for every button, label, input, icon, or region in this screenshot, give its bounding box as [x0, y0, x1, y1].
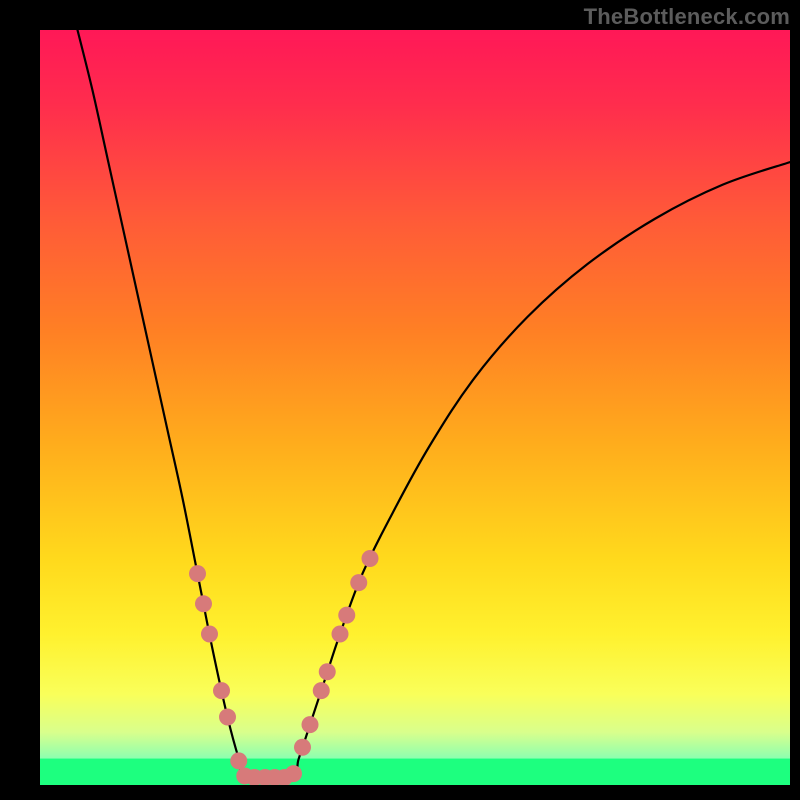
curve-dot: [319, 663, 336, 680]
curve-dot: [195, 595, 212, 612]
curve-dot: [338, 607, 355, 624]
gradient-background: [40, 30, 790, 785]
curve-dot: [213, 682, 230, 699]
chart-container: TheBottleneck.com: [0, 0, 800, 800]
curve-dot: [313, 682, 330, 699]
curve-dot: [285, 765, 302, 782]
curve-dot: [332, 626, 349, 643]
plot-area: [40, 30, 790, 786]
curve-dot: [189, 565, 206, 582]
bottleneck-curve-chart: [0, 0, 800, 800]
curve-dot: [294, 739, 311, 756]
curve-dot: [302, 716, 319, 733]
curve-dot: [201, 626, 218, 643]
watermark-text: TheBottleneck.com: [584, 4, 790, 30]
green-floor-band: [40, 759, 790, 785]
curve-dot: [230, 752, 247, 769]
curve-dot: [219, 709, 236, 726]
curve-dot: [362, 550, 379, 567]
curve-dot: [350, 574, 367, 591]
